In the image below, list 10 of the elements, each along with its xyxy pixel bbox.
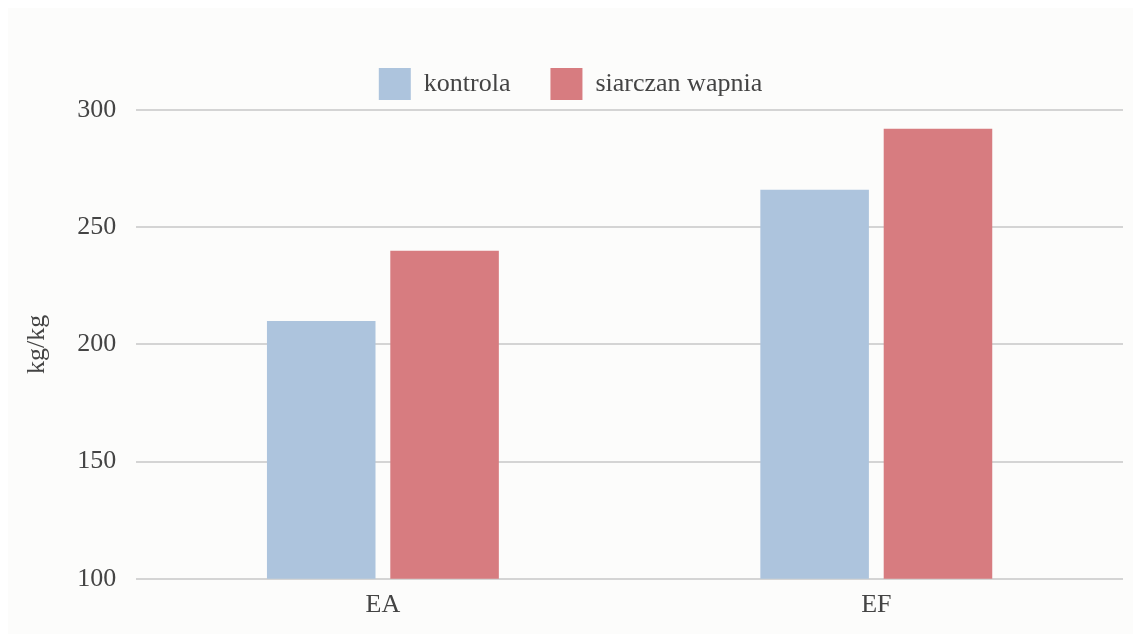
- legend-label: siarczan wapnia: [595, 67, 763, 97]
- y-tick-label: 300: [77, 93, 117, 123]
- y-tick-label: 150: [77, 445, 117, 475]
- y-tick-label: 250: [77, 211, 117, 241]
- x-tick-label: EA: [365, 589, 401, 619]
- y-axis-title: kg/kg: [21, 314, 51, 375]
- y-tick-label: 200: [77, 328, 117, 358]
- x-tick-label: EF: [861, 589, 892, 619]
- legend-label: kontrola: [423, 67, 511, 97]
- y-tick-label: 100: [77, 562, 117, 592]
